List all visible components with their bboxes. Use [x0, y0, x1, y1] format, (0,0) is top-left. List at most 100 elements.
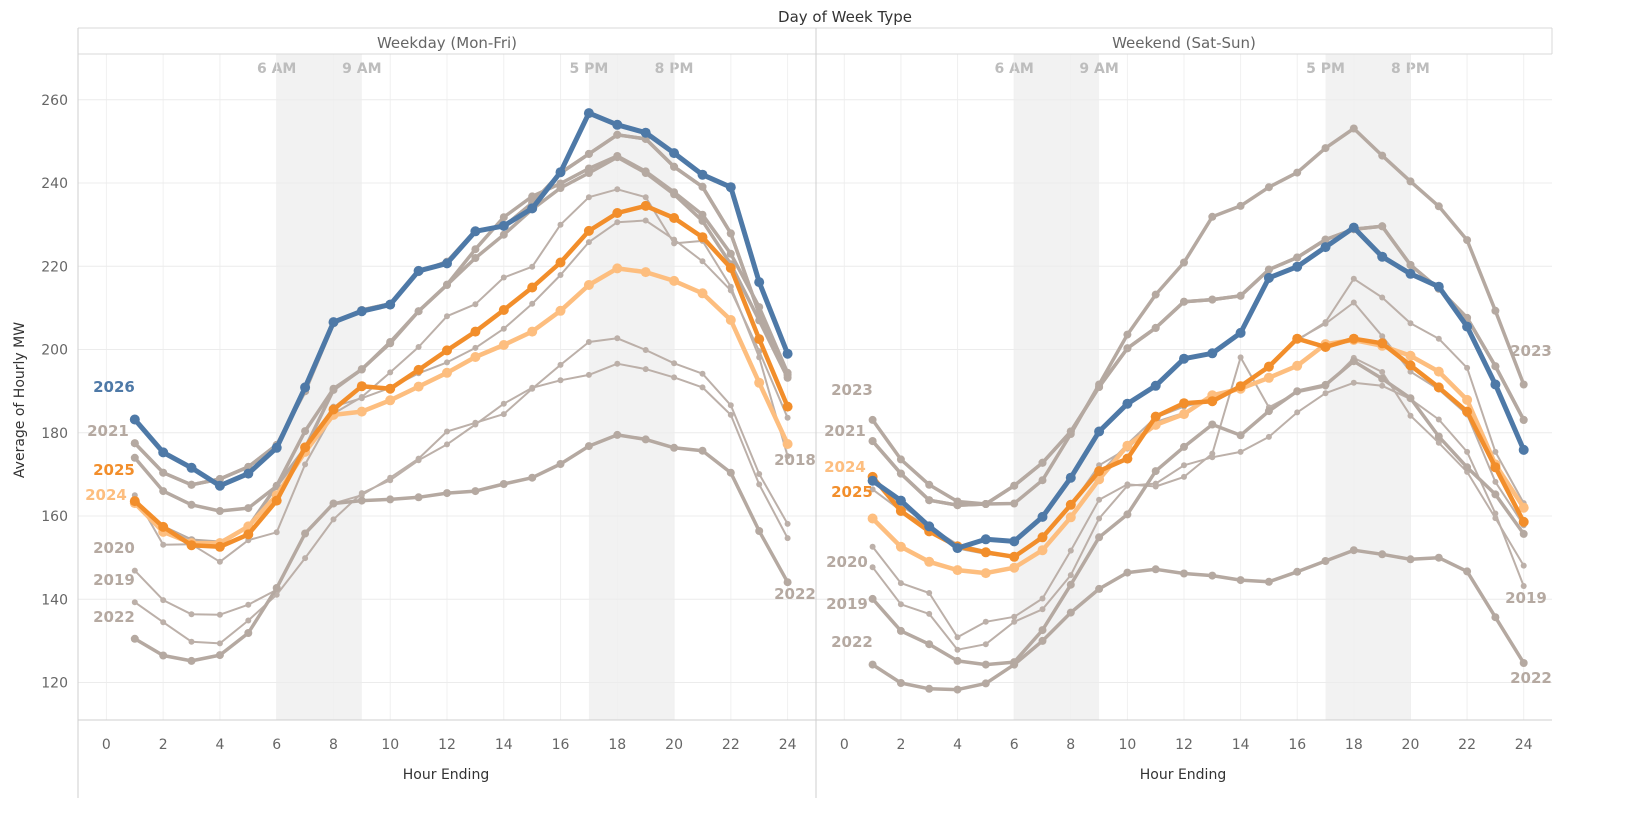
data-point [329, 499, 338, 508]
data-point [529, 384, 536, 391]
data-point [415, 344, 422, 350]
data-point [1462, 321, 1473, 332]
data-point [1406, 261, 1415, 269]
data-point [1009, 536, 1020, 547]
data-point [754, 377, 765, 388]
data-point [640, 127, 651, 138]
data-point [186, 462, 197, 473]
data-point [612, 119, 623, 130]
data-point [1348, 333, 1359, 344]
data-point [1349, 546, 1358, 555]
data-point [1180, 258, 1188, 267]
data-point [1405, 360, 1416, 371]
data-point [1123, 330, 1132, 339]
data-point [1151, 467, 1160, 476]
series-label-2022: 2022 [93, 608, 135, 626]
data-point [1237, 448, 1244, 455]
data-point [1350, 379, 1357, 386]
data-point [926, 610, 933, 617]
data-point [271, 442, 282, 453]
data-point [1435, 416, 1442, 423]
data-point [1152, 480, 1159, 487]
data-point [413, 265, 424, 276]
series-label-2024: 2024 [824, 458, 866, 476]
data-point [641, 435, 650, 444]
data-point [613, 153, 622, 162]
data-point [1236, 576, 1245, 585]
data-point [329, 385, 338, 394]
data-point [1378, 374, 1387, 383]
x-tick-label: 16 [1288, 737, 1306, 753]
y-tick-label: 200 [41, 343, 68, 359]
data-point [669, 213, 680, 223]
data-point [1065, 499, 1076, 510]
data-point [1321, 235, 1330, 244]
data-point [1065, 472, 1076, 483]
series-2022-1-7 [868, 546, 1528, 694]
x-tick-label: 20 [665, 737, 683, 753]
x-tick-label: 16 [552, 737, 570, 753]
series-2020-1-4 [869, 354, 1527, 641]
data-point [1320, 342, 1331, 352]
data-point [1320, 242, 1331, 253]
data-point [642, 194, 649, 201]
data-point [869, 564, 876, 571]
data-point [1435, 439, 1442, 446]
series-label-2020: 2020 [826, 553, 868, 571]
data-point [1038, 458, 1047, 467]
data-point [869, 486, 876, 493]
data-point [756, 348, 763, 355]
data-point [356, 306, 367, 317]
data-point [215, 507, 224, 515]
data-point [1095, 584, 1104, 593]
data-point [925, 480, 934, 489]
data-point [699, 384, 706, 391]
data-point [358, 490, 365, 497]
data-point [1096, 515, 1103, 522]
data-point [1208, 295, 1217, 304]
data-point [556, 460, 565, 468]
data-point [784, 535, 791, 542]
data-point [442, 345, 452, 356]
data-point [1263, 272, 1274, 283]
y-tick-label: 120 [41, 676, 68, 692]
data-point [1492, 478, 1499, 485]
data-point [1010, 499, 1019, 508]
series-line [133, 433, 790, 663]
data-point [896, 455, 905, 464]
data-point [215, 651, 224, 660]
data-point [727, 411, 734, 418]
data-point [443, 489, 451, 498]
data-point [356, 406, 367, 417]
data-point [583, 225, 594, 236]
data-point [754, 334, 765, 345]
series-2021-1-8 [868, 222, 1528, 510]
data-point [1094, 426, 1105, 437]
data-point [160, 541, 167, 548]
panel-frames: Weekday (Mon-Fri) Hour Ending Weekend (Sat… [77, 27, 1553, 798]
data-point [216, 640, 223, 647]
series-2020-0-5 [131, 335, 791, 618]
data-point [555, 305, 566, 316]
data-point [1322, 319, 1329, 326]
data-point [981, 500, 990, 508]
data-point [1263, 361, 1274, 372]
x-tick-label: 10 [381, 737, 399, 753]
x-tick-label: 22 [722, 737, 740, 753]
data-point [131, 599, 138, 606]
data-point [1066, 608, 1075, 617]
data-point [470, 326, 481, 337]
data-point [671, 236, 678, 243]
data-point [756, 481, 763, 488]
data-point [471, 254, 480, 262]
data-point [471, 487, 480, 496]
band-start-label: 5 PM [570, 61, 609, 77]
data-point [613, 430, 622, 439]
data-point [243, 468, 254, 479]
data-point [498, 220, 509, 231]
data-point [897, 580, 904, 587]
data-point [498, 305, 509, 315]
data-point [896, 626, 905, 635]
data-point [1379, 294, 1386, 301]
data-point [697, 169, 708, 180]
